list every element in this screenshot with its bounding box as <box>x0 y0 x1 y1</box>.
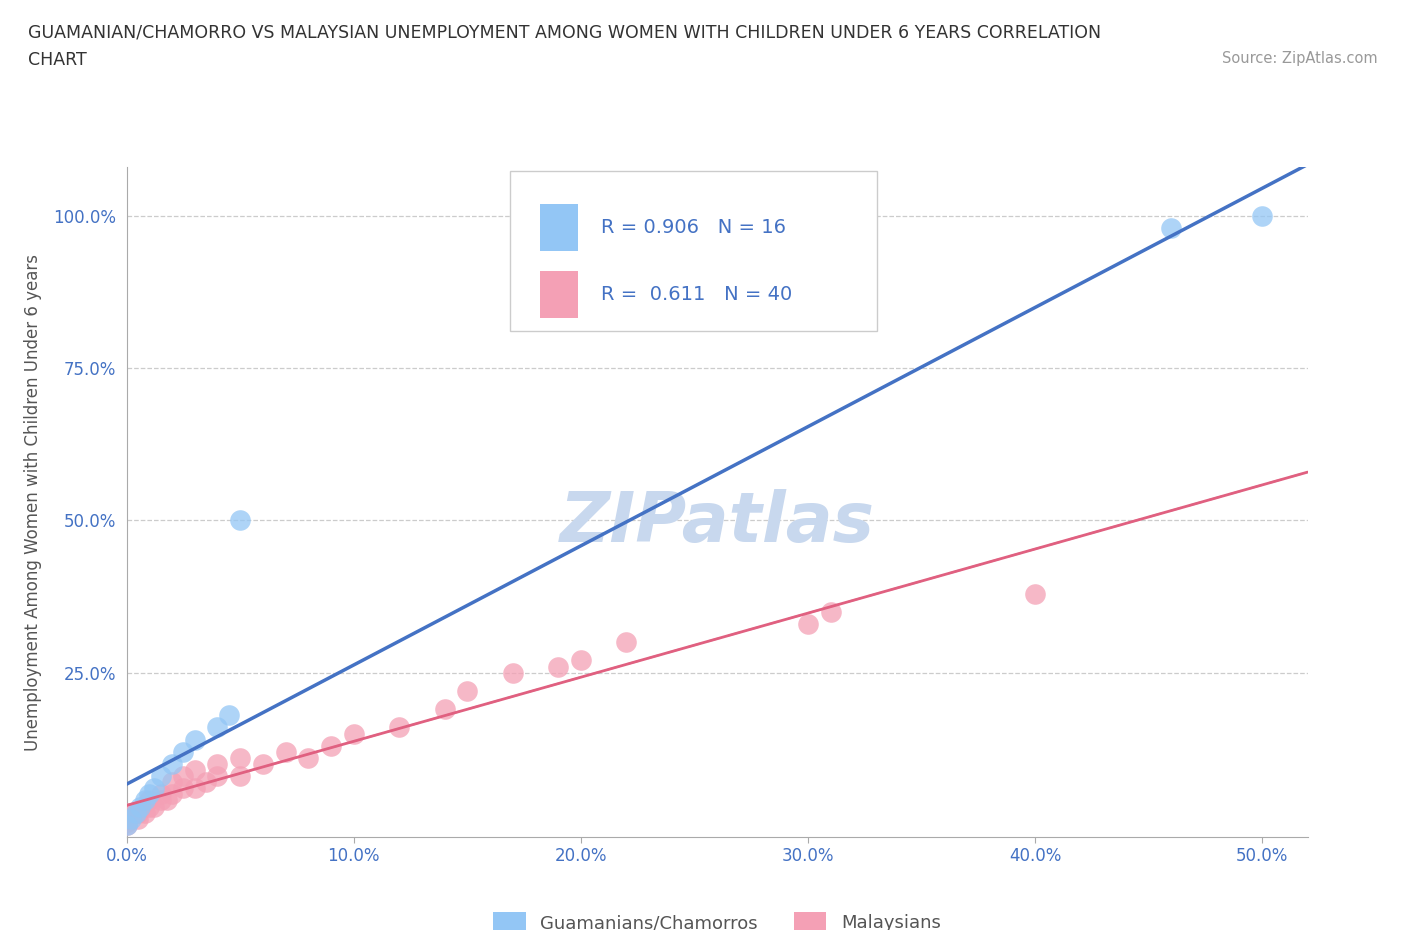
Point <box>156 793 179 808</box>
Point <box>142 781 165 796</box>
Point <box>343 726 366 741</box>
Point <box>229 513 252 528</box>
Point <box>115 805 138 820</box>
Point <box>120 811 142 826</box>
Point <box>160 756 183 771</box>
Point <box>115 808 138 823</box>
Point <box>218 708 240 723</box>
Point <box>456 684 478 698</box>
FancyBboxPatch shape <box>510 171 876 331</box>
Point <box>172 769 194 784</box>
Point <box>115 815 138 830</box>
Point <box>172 781 194 796</box>
Text: ZIPatlas: ZIPatlas <box>560 489 875 556</box>
Point <box>502 665 524 680</box>
Point <box>547 659 569 674</box>
Point <box>319 738 342 753</box>
Point <box>129 799 152 814</box>
Point <box>614 635 637 650</box>
Point <box>134 805 156 820</box>
Point <box>115 817 138 832</box>
Point <box>127 805 149 820</box>
Point <box>207 769 229 784</box>
Point <box>1024 586 1046 601</box>
Point <box>433 702 456 717</box>
Point <box>183 781 205 796</box>
Point <box>229 769 252 784</box>
Point <box>797 617 820 631</box>
Text: Source: ZipAtlas.com: Source: ZipAtlas.com <box>1222 51 1378 66</box>
Point <box>297 751 319 765</box>
FancyBboxPatch shape <box>540 205 578 251</box>
Point <box>207 756 229 771</box>
Point <box>134 793 156 808</box>
Point <box>138 787 160 802</box>
Point <box>229 751 252 765</box>
Point <box>1251 208 1274 223</box>
Point <box>1160 220 1182 235</box>
Point <box>149 793 172 808</box>
Text: R =  0.611   N = 40: R = 0.611 N = 40 <box>602 286 793 304</box>
Point <box>207 720 229 735</box>
Point <box>142 799 165 814</box>
Point <box>274 744 297 759</box>
Point <box>115 817 138 832</box>
Point <box>160 775 183 790</box>
Text: GUAMANIAN/CHAMORRO VS MALAYSIAN UNEMPLOYMENT AMONG WOMEN WITH CHILDREN UNDER 6 Y: GUAMANIAN/CHAMORRO VS MALAYSIAN UNEMPLOY… <box>28 23 1101 41</box>
Point <box>127 811 149 826</box>
Point <box>124 805 146 820</box>
Point <box>252 756 274 771</box>
FancyBboxPatch shape <box>540 272 578 318</box>
Point <box>820 604 842 619</box>
Point <box>160 787 183 802</box>
Point <box>138 793 160 808</box>
Point <box>115 811 138 826</box>
Point <box>149 787 172 802</box>
Point <box>195 775 218 790</box>
Text: CHART: CHART <box>28 51 87 69</box>
Point <box>183 763 205 777</box>
Point <box>149 769 172 784</box>
Legend: Guamanians/Chamorros, Malaysians: Guamanians/Chamorros, Malaysians <box>484 903 950 930</box>
Text: R = 0.906   N = 16: R = 0.906 N = 16 <box>602 219 786 237</box>
Point <box>569 653 592 668</box>
Point <box>172 744 194 759</box>
Point <box>183 732 205 747</box>
Point <box>388 720 411 735</box>
Y-axis label: Unemployment Among Women with Children Under 6 years: Unemployment Among Women with Children U… <box>24 254 42 751</box>
Point <box>138 799 160 814</box>
